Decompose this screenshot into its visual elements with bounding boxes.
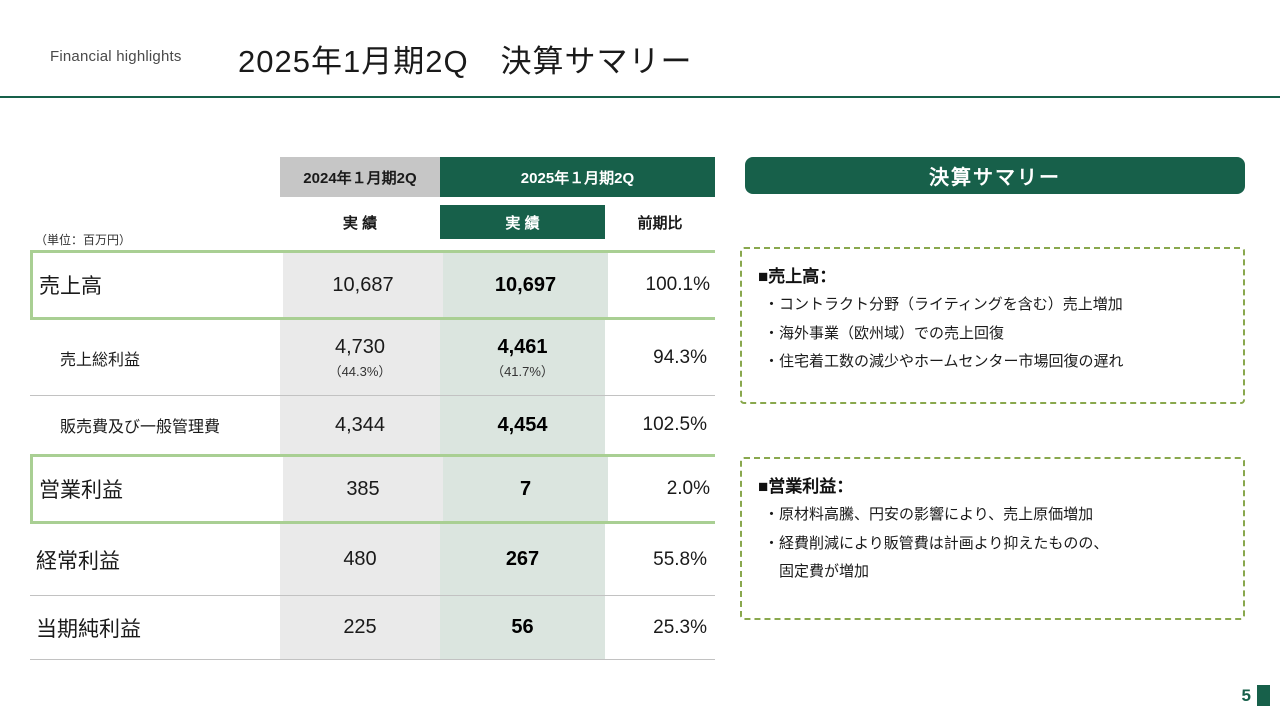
summary-bullet: ・原材料高騰、円安の影響により、売上原価増加 bbox=[764, 506, 1094, 523]
value-2024: 4,730 （44.3%） bbox=[280, 320, 440, 395]
value-yoy: 2.0% bbox=[608, 457, 718, 521]
row-label: 当期純利益 bbox=[30, 596, 280, 659]
summary-bullet: 固定費が増加 bbox=[764, 563, 870, 580]
row-label: 売上高 bbox=[33, 253, 283, 317]
table-row-ordinary-profit: 経常利益 480 267 55.8% bbox=[30, 524, 715, 596]
period-header-2024: 2024年１月期2Q bbox=[280, 157, 440, 197]
table-sub-header: 実 績 実 績 前期比 bbox=[30, 205, 715, 239]
value-2025: 56 bbox=[440, 596, 605, 659]
value-yoy: 25.3% bbox=[605, 596, 715, 659]
value-2025: 4,454 bbox=[440, 396, 605, 454]
value-yoy: 102.5% bbox=[605, 396, 715, 454]
value-2025: 4,461 （41.7%） bbox=[440, 320, 605, 395]
page-title: 2025年1月期2Q 決算サマリー bbox=[238, 44, 693, 79]
value-2024: 4,344 bbox=[280, 396, 440, 454]
ratio-2025: （41.7%） bbox=[491, 363, 554, 379]
value-yoy: 100.1% bbox=[608, 253, 718, 317]
value-yoy: 94.3% bbox=[605, 320, 715, 395]
summary-bullet: ・経費削減により販管費は計画より抑えたものの、 bbox=[764, 534, 1109, 552]
ratio-2024: （44.3%） bbox=[328, 363, 392, 379]
row-label: 販売費及び一般管理費 bbox=[30, 396, 280, 454]
summary-bullet: ・海外事業（欧州域）での売上回復 bbox=[764, 324, 1005, 342]
unit-note: （単位：百万円） bbox=[35, 233, 132, 247]
table-body: 売上高 10,687 10,697 100.1% 売上総利益 4,730 （44… bbox=[30, 250, 718, 660]
value-yoy: 55.8% bbox=[605, 524, 715, 595]
value-2025: 10,697 bbox=[443, 253, 608, 317]
value-2025: 267 bbox=[440, 524, 605, 595]
sub-header-yoy: 前期比 bbox=[605, 205, 715, 239]
table-period-header: 2024年１月期2Q 2025年１月期2Q bbox=[30, 157, 715, 197]
table-row-net-sales: 売上高 10,687 10,697 100.1% bbox=[30, 250, 718, 320]
table-row-net-profit: 当期純利益 225 56 25.3% bbox=[30, 596, 715, 660]
page-number: 5 bbox=[1241, 685, 1251, 705]
value-2024: 10,687 bbox=[283, 253, 443, 317]
row-label: 営業利益 bbox=[33, 457, 283, 521]
value-2024: 480 bbox=[280, 524, 440, 595]
summary-box-operating-profit: ■営業利益： ・原材料高騰、円安の影響により、売上原価増加 ・経費削減により販管… bbox=[740, 457, 1245, 620]
row-label: 売上総利益 bbox=[30, 320, 280, 395]
eyebrow-label: Financial highlights bbox=[50, 48, 182, 65]
footer-accent-square bbox=[1257, 685, 1270, 706]
value-2024: 385 bbox=[283, 457, 443, 521]
table-row-operating-profit: 営業利益 385 7 2.0% bbox=[30, 454, 718, 524]
period-header-2025: 2025年１月期2Q bbox=[440, 157, 715, 197]
row-label: 経常利益 bbox=[30, 524, 280, 595]
summary-heading: ■営業利益： bbox=[758, 477, 854, 496]
summary-box-net-sales: ■売上高： ・コントラクト分野（ライティングを含む）売上増加 ・海外事業（欧州域… bbox=[740, 247, 1245, 404]
sub-header-actual-2025: 実 績 bbox=[440, 205, 605, 239]
value-2025: 7 bbox=[443, 457, 608, 521]
financial-table: （単位：百万円） 2024年１月期2Q 2025年１月期2Q 実 績 実 績 前… bbox=[30, 157, 718, 660]
summary-title-banner: 決算サマリー bbox=[745, 157, 1245, 194]
value-2024: 225 bbox=[280, 596, 440, 659]
table-row-gross-profit: 売上総利益 4,730 （44.3%） 4,461 （41.7%） 94.3% bbox=[30, 320, 715, 396]
summary-heading: ■売上高： bbox=[758, 267, 837, 286]
sub-header-actual-2024: 実 績 bbox=[280, 205, 440, 239]
title-divider bbox=[0, 96, 1280, 98]
summary-bullet: ・住宅着工数の減少やホームセンター市場回復の遅れ bbox=[764, 353, 1124, 370]
table-row-sga-expenses: 販売費及び一般管理費 4,344 4,454 102.5% bbox=[30, 396, 715, 454]
page-footer: 5 bbox=[1242, 685, 1270, 706]
summary-bullet: ・コントラクト分野（ライティングを含む）売上増加 bbox=[764, 296, 1123, 313]
